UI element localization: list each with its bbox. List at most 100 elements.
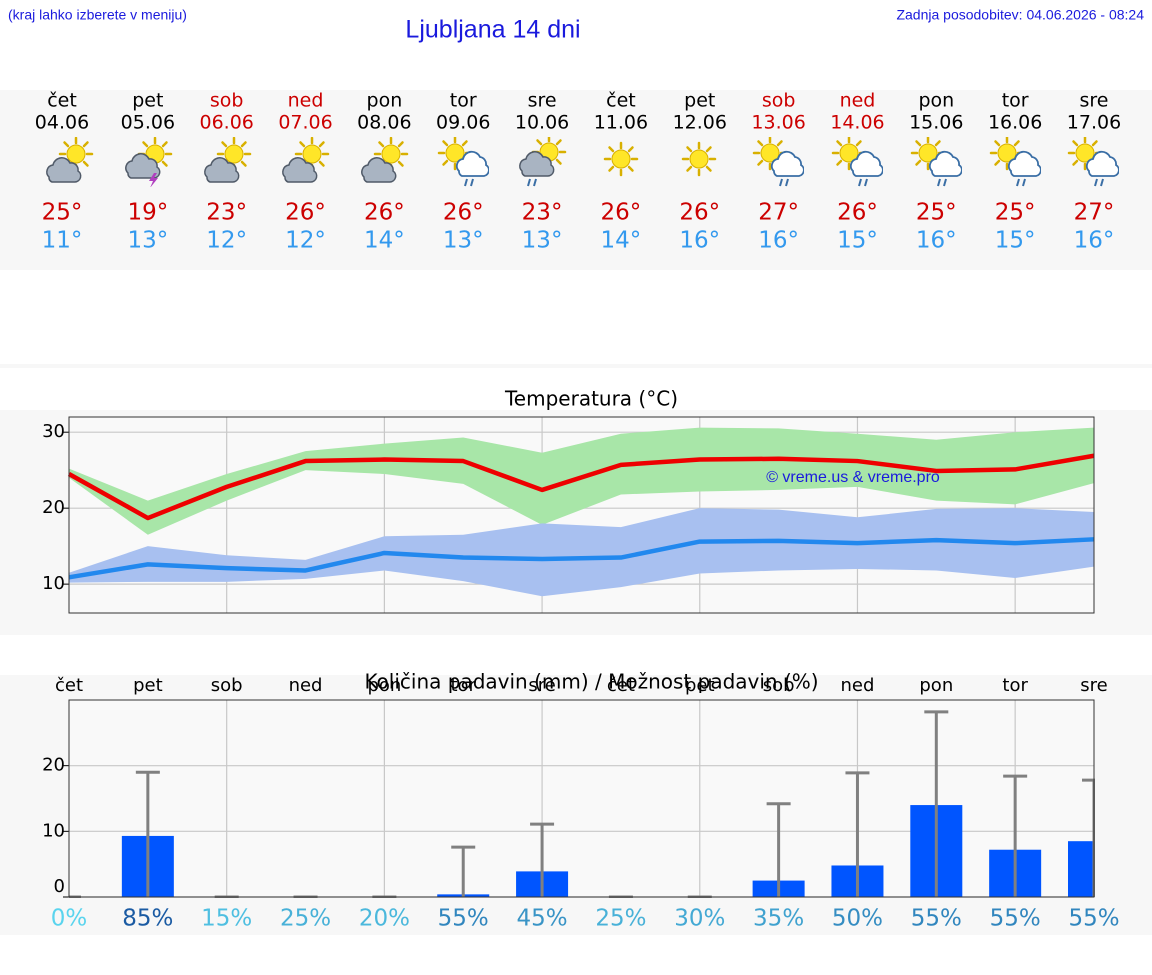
low-temp: 13° [443,228,484,254]
low-temp: 15° [995,228,1036,254]
range-band [69,508,1094,597]
precip-probability: 0% [51,906,88,932]
x-tick-label: tor [450,675,476,696]
x-tick-label: sob [211,675,243,696]
date: 17.06 [1067,112,1121,134]
x-tick-label: čet [55,675,83,696]
y-tick-label: 20 [42,497,65,518]
date: 13.06 [751,112,805,134]
weekday: pet [132,90,163,112]
precip-probability: 55% [911,906,962,932]
temp-line [67,453,1095,521]
date: 16.06 [988,112,1042,134]
x-tick-label: sob [763,675,795,696]
high-temp: 26° [443,200,484,226]
low-temp: 12° [206,228,247,254]
x-tick-label: čet [607,675,635,696]
y-tick-label: 10 [42,573,65,594]
date: 12.06 [673,112,727,134]
high-temp: 26° [285,200,326,226]
weekday: tor [450,90,477,112]
high-temp: 25° [42,200,83,226]
date: 06.06 [199,112,253,134]
low-temp: 16° [916,228,957,254]
weekday: pon [367,90,403,112]
range-band [69,427,1094,535]
precip-probability: 55% [990,906,1041,932]
high-temp: 25° [916,200,957,226]
high-temp: 25° [995,200,1036,226]
weather-icon [605,143,637,175]
high-temp: 27° [1074,200,1115,226]
high-temp: 27° [758,200,799,226]
chart-title: Količina padavin (mm) / Možnost padavin … [364,670,818,694]
precip-probability: 35% [753,906,804,932]
weekday: ned [288,90,324,112]
date: 09.06 [436,112,490,134]
weekday: sre [528,90,557,112]
weekday: čet [606,90,636,112]
high-temp: 23° [206,200,247,226]
date: 10.06 [515,112,569,134]
high-temp: 26° [837,200,878,226]
precip-probability: 15% [201,906,252,932]
precip-probability: 30% [674,906,725,932]
low-temp: 15° [837,228,878,254]
precip-probability: 25% [595,906,646,932]
date: 05.06 [121,112,175,134]
weekday: ned [840,90,876,112]
high-temp: 26° [364,200,405,226]
precip-probability: 85% [122,906,173,932]
y-tick-label: 10 [42,820,65,841]
low-temp: 14° [364,228,405,254]
y-tick-label: 30 [42,421,65,442]
plot-frame [68,699,1095,898]
high-temp: 26° [679,200,720,226]
date: 11.06 [594,112,648,134]
high-temp: 23° [522,200,563,226]
x-tick-label: pet [685,675,715,696]
weekday: pon [918,90,954,112]
weekday: pet [684,90,715,112]
weekday: sre [1080,90,1109,112]
date: 15.06 [909,112,963,134]
low-temp: 14° [601,228,642,254]
page-title: Ljubljana 14 dni [405,16,580,44]
last-update: Zadnja posodobitev: 04.06.2026 - 08:24 [896,7,1144,23]
bar [1068,841,1095,897]
precip-probability: 20% [359,906,410,932]
y-tick-label: 20 [42,755,65,776]
weekday: čet [47,90,77,112]
x-tick-label: pet [133,675,163,696]
date: 07.06 [278,112,332,134]
days-band [0,90,1152,270]
separator [0,364,1152,368]
weekday: sob [210,90,244,112]
x-tick-label: tor [1002,675,1028,696]
low-temp: 16° [1074,228,1115,254]
x-tick-label: pon [919,675,953,696]
precip-probability: 55% [438,906,489,932]
x-tick-label: ned [289,675,323,696]
low-temp: 13° [127,228,168,254]
x-tick-label: sre [528,675,555,696]
low-temp: 16° [758,228,799,254]
date: 14.06 [830,112,884,134]
low-temp: 13° [522,228,563,254]
date: 04.06 [35,112,89,134]
low-temp: 12° [285,228,326,254]
precip-probability: 45% [517,906,568,932]
precip-probability: 50% [832,906,883,932]
watermark: © vreme.us & vreme.pro [766,469,940,486]
precip-probability: 25% [280,906,331,932]
low-temp: 11° [42,228,83,254]
date: 08.06 [357,112,411,134]
high-temp: 19° [127,200,168,226]
chart-title: Temperatura (°C) [504,387,678,411]
y-tick-label: 0 [54,876,65,897]
x-tick-label: ned [841,675,875,696]
x-tick-label: pon [367,675,401,696]
plot-frame [68,416,1095,614]
precip-probability: 55% [1068,906,1119,932]
